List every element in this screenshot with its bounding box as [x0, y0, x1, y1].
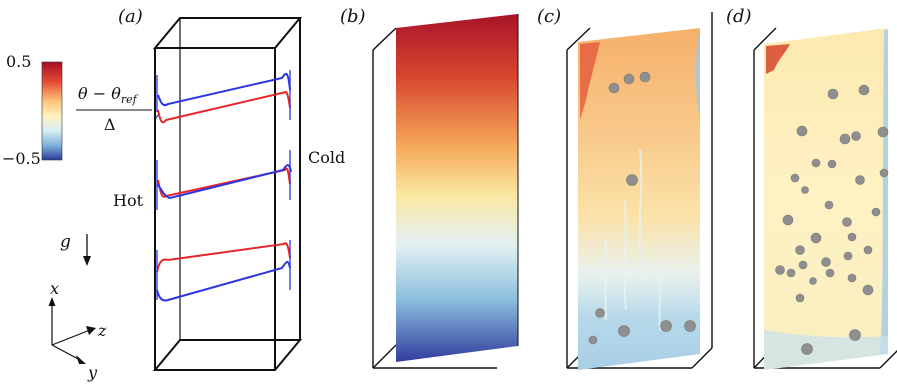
panel-c-cold-plume — [695, 36, 700, 120]
particle — [842, 217, 852, 227]
panel-d: (d) — [726, 6, 897, 370]
hot-profile-line — [157, 90, 291, 124]
particle — [847, 273, 857, 283]
particle — [879, 168, 889, 178]
gravity-indicator: g — [60, 232, 91, 266]
panel-c-particles — [588, 71, 696, 345]
particle — [798, 260, 808, 270]
particle — [824, 200, 834, 210]
panel-d-temperature-field — [764, 28, 888, 370]
temperature-profile-1 — [155, 70, 291, 124]
panel-a-label: (a) — [118, 6, 143, 27]
particle — [862, 284, 874, 296]
panel-d-cold-edge — [880, 30, 888, 354]
particle — [809, 277, 817, 285]
colorbar: 0.5 −0.5 θ − θref Δ — [2, 52, 152, 168]
panel-c-label: (c) — [537, 6, 561, 27]
particle — [871, 207, 881, 217]
axis-x-label: x — [50, 279, 59, 298]
axis-x-arrowhead-icon — [48, 297, 56, 306]
colorbar-formula-denominator: Δ — [104, 115, 116, 134]
axis-y-label: y — [87, 363, 98, 382]
temperature-profile-3 — [156, 240, 291, 302]
cold-profile-line — [157, 72, 291, 106]
panel-c-hot-plume — [580, 42, 600, 120]
particle — [623, 73, 635, 85]
panel-c: (c) — [537, 6, 713, 370]
particle — [851, 131, 861, 141]
panel-b-label: (b) — [340, 6, 366, 27]
axis-y-arrowhead-icon — [76, 355, 86, 364]
panel-d-label: (d) — [726, 6, 752, 27]
particle — [786, 268, 796, 278]
particle — [618, 325, 630, 337]
hot-profile-line — [156, 242, 291, 273]
panel-c-streaks — [604, 149, 662, 331]
colorbar-max-label: 0.5 — [6, 52, 31, 71]
particle — [858, 84, 870, 96]
particle — [877, 126, 889, 138]
colorbar-formula-numerator: θ − θref — [78, 84, 139, 106]
particle — [821, 257, 831, 267]
axis-z-arrowhead-icon — [86, 326, 96, 335]
particle — [639, 71, 651, 83]
particle — [847, 232, 857, 242]
particle — [795, 245, 805, 255]
gravity-label: g — [60, 232, 71, 252]
particle — [849, 329, 861, 341]
particle — [839, 133, 851, 145]
hot-label: Hot — [113, 191, 144, 210]
particle — [827, 88, 839, 100]
hot-wall-trace — [155, 75, 159, 119]
particle — [660, 320, 672, 332]
particle — [684, 320, 696, 332]
axis-y-line — [51, 344, 81, 361]
panel-b: (b) — [340, 6, 519, 369]
particle — [775, 265, 785, 275]
particle — [811, 158, 821, 168]
particle — [801, 186, 809, 194]
panel-b-box-frame — [372, 27, 497, 369]
particle — [790, 173, 800, 183]
axis-z-line — [51, 329, 91, 346]
particle — [626, 174, 638, 186]
particle — [855, 175, 865, 185]
particle — [796, 125, 808, 137]
colorbar-gradient — [41, 61, 63, 161]
particle — [810, 232, 822, 244]
particle — [801, 343, 813, 355]
temperature-profile-2 — [156, 150, 292, 210]
cold-profile-line — [156, 164, 292, 200]
particle — [595, 308, 605, 318]
panel-d-hot-plume — [766, 44, 790, 74]
particle — [588, 335, 598, 345]
axis-z-label: z — [97, 321, 107, 340]
particle — [608, 82, 620, 94]
particle — [825, 268, 835, 278]
coordinate-axes: x z y — [48, 279, 107, 382]
gravity-arrowhead-icon — [83, 256, 91, 266]
particle — [863, 245, 873, 255]
particle — [827, 159, 837, 169]
particle — [843, 251, 853, 261]
particle — [795, 293, 805, 303]
cold-label: Cold — [308, 148, 345, 167]
panel-c-temperature-field — [578, 28, 700, 370]
panel-a-box-frame — [152, 17, 303, 371]
panel-d-particles — [775, 84, 889, 355]
colorbar-min-label: −0.5 — [2, 149, 41, 168]
particle — [782, 214, 794, 226]
cold-profile-line — [156, 261, 291, 302]
panel-b-temperature-field — [396, 14, 518, 362]
panel-a: (a) Hot Cold — [113, 6, 345, 371]
